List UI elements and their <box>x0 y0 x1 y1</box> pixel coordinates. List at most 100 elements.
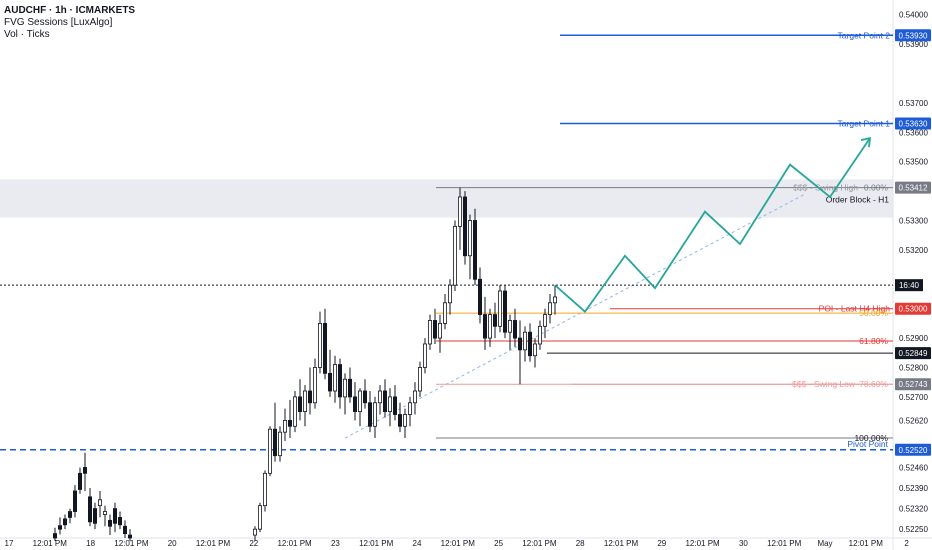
time-tick-label: 12:01 PM <box>33 539 68 548</box>
price-tick-label: 0.53700 <box>899 99 928 108</box>
price-tag-label: 0.53630 <box>899 119 928 128</box>
price-tick-label: 0.52460 <box>899 463 928 472</box>
price-tag-label: 0.52743 <box>899 380 928 389</box>
price-tick-label: 0.53200 <box>899 246 928 255</box>
candle-body <box>327 372 332 392</box>
candle-body <box>317 322 322 368</box>
candle-body <box>407 402 412 415</box>
candle-body <box>332 364 337 392</box>
time-tick-label: 22 <box>249 539 258 548</box>
level-label: 0.00% <box>864 183 889 193</box>
order-block-zone <box>0 179 893 218</box>
candle-body <box>88 496 93 523</box>
candle-body <box>58 525 63 530</box>
candle-body <box>312 367 317 404</box>
price-tick-label: 0.52800 <box>899 363 928 372</box>
candle-body <box>322 322 327 374</box>
time-tick-label: 12:01 PM <box>196 539 231 548</box>
candle-body <box>397 414 402 427</box>
candle-body <box>377 390 382 404</box>
indicator-vol-label: Vol · Ticks <box>4 29 50 40</box>
candle-body <box>533 343 538 357</box>
swing-high-label: $$$ - Swing High <box>793 183 858 193</box>
price-tick-label: 0.53500 <box>899 158 928 167</box>
level-label: POI - Last H4 High <box>819 304 891 314</box>
candle-body <box>412 390 417 404</box>
trend-line <box>344 193 806 439</box>
time-tick-label: 12:01 PM <box>359 539 394 548</box>
projection-path <box>554 137 871 313</box>
level-label: 50.00% <box>859 308 888 318</box>
candle-body <box>287 420 292 427</box>
candle-body <box>462 196 467 257</box>
price-tag <box>895 347 931 360</box>
time-tick-label: 12:01 PM <box>767 539 802 548</box>
current-price-tag <box>895 279 923 292</box>
price-tick-label: 0.53300 <box>899 216 928 225</box>
price-tick-label: 0.52620 <box>899 416 928 425</box>
price-tick-label: 0.52390 <box>899 484 928 493</box>
indicator-fvg-label: FVG Sessions [LuxAlgo] <box>4 17 113 28</box>
symbol-title: AUDCHF · 1h · ICMARKETS <box>4 5 136 16</box>
candle-body <box>113 508 118 524</box>
candle-body <box>352 396 357 412</box>
candle-body <box>302 390 307 412</box>
candle-body <box>387 396 392 412</box>
price-tag-label: 0.53000 <box>899 305 928 314</box>
time-tick-label: 25 <box>494 539 503 548</box>
candle-body <box>467 220 472 257</box>
projection-arrowhead <box>860 137 872 148</box>
candle-body <box>73 490 78 512</box>
candle-body <box>482 314 487 339</box>
level-label: 61.80% <box>859 336 888 346</box>
candle-body <box>257 505 262 530</box>
candle-body <box>392 396 397 415</box>
candle-body <box>53 533 58 539</box>
candle-body <box>442 302 447 324</box>
candle-body <box>297 396 302 412</box>
candle-body <box>78 472 83 490</box>
candle-body <box>452 225 457 286</box>
candle-body <box>252 528 257 536</box>
level-label: Target Point 2 <box>838 30 891 40</box>
candle-body <box>307 390 312 404</box>
order-block-label: Order Block - H1 <box>826 195 890 205</box>
price-tick-label: 0.52320 <box>899 505 928 514</box>
time-tick-label: 29 <box>657 539 666 548</box>
candle-body <box>367 402 372 427</box>
price-tick-label: 0.52250 <box>899 525 928 534</box>
price-tag <box>895 117 931 130</box>
level-label: 100.00% <box>854 433 888 443</box>
candle-body <box>282 420 287 433</box>
level-label: 78.60% <box>859 379 888 389</box>
candle-body <box>357 390 362 412</box>
price-tick-label: 0.52900 <box>899 334 928 343</box>
candle-body <box>538 325 543 345</box>
candle-body <box>103 511 108 515</box>
candle-body <box>543 314 548 327</box>
time-tick-label: 12:01 PM <box>441 539 476 548</box>
candle-body <box>472 220 477 280</box>
price-tag-label: 0.53412 <box>899 184 928 193</box>
time-tick-label: 18 <box>86 539 95 548</box>
price-tag <box>895 378 931 391</box>
time-tick-label: 12:01 PM <box>114 539 149 548</box>
candle-body <box>422 343 427 368</box>
candle-body <box>123 525 128 534</box>
candle-body <box>402 414 407 427</box>
candle-body <box>98 499 103 507</box>
price-tag <box>895 443 931 456</box>
time-tick-label: 12:01 PM <box>604 539 639 548</box>
candle-body <box>267 428 272 474</box>
candle-body <box>502 290 507 333</box>
time-tick-label: 2 <box>904 539 909 548</box>
candle-body <box>262 472 267 507</box>
candle-body <box>432 320 437 339</box>
candle-body <box>342 378 347 398</box>
candle-body <box>108 519 113 527</box>
candle-body <box>447 284 452 304</box>
candle-body <box>118 517 123 526</box>
candle-body <box>127 534 132 539</box>
